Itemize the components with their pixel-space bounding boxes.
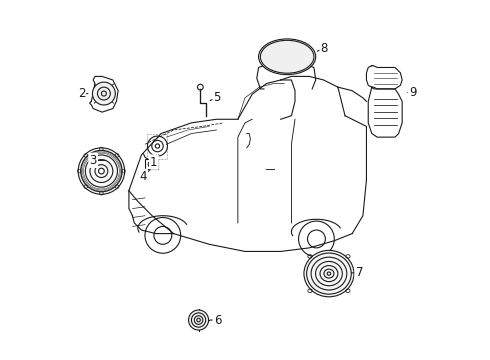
Text: 7: 7 (356, 266, 363, 279)
Circle shape (93, 82, 115, 105)
Polygon shape (368, 87, 402, 137)
Polygon shape (367, 66, 402, 89)
Circle shape (189, 310, 209, 330)
Text: 5: 5 (214, 91, 221, 104)
Text: 2: 2 (77, 87, 85, 100)
Ellipse shape (259, 39, 316, 75)
Text: 6: 6 (214, 314, 221, 327)
Text: 3: 3 (90, 154, 97, 167)
Bar (145, 159, 158, 169)
Polygon shape (90, 76, 118, 112)
Circle shape (78, 148, 124, 194)
Text: 8: 8 (320, 42, 328, 55)
Text: 9: 9 (409, 86, 416, 99)
Text: 4: 4 (140, 170, 147, 183)
Ellipse shape (304, 250, 354, 297)
Text: 1: 1 (150, 156, 158, 168)
